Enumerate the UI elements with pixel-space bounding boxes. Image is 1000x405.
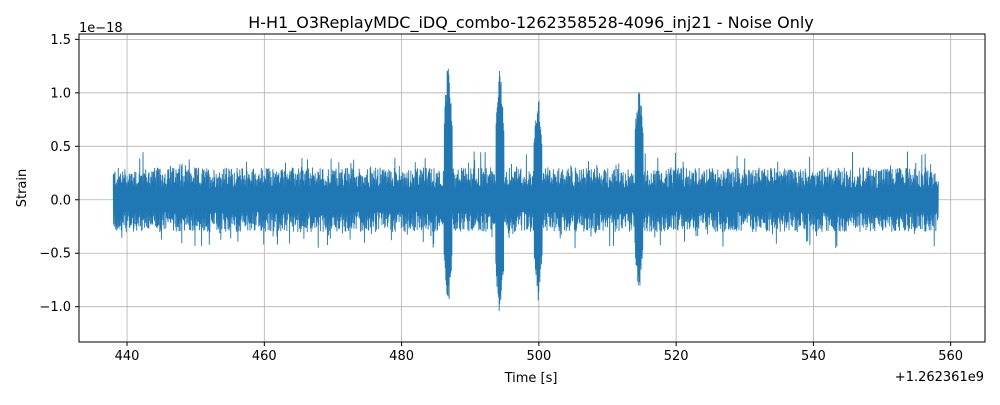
y-tick-label: 1.5 (50, 33, 71, 48)
y-scale-offset-label: 1e−18 (79, 21, 123, 36)
x-tick-label: 520 (664, 349, 689, 364)
y-axis-ticks: −1.0 −0.5 0.0 0.5 1.0 1.5 (39, 33, 79, 315)
strain-series-line (112, 68, 939, 311)
chart-title: H-H1_O3ReplayMDC_iDQ_combo-1262358528-40… (248, 13, 814, 33)
x-tick-label: 500 (526, 349, 551, 364)
plot-frame (78, 33, 986, 343)
x-axis-label: Time [s] (504, 371, 558, 386)
x-tick-label: 460 (252, 349, 277, 364)
grid-lines (79, 34, 985, 342)
y-tick-label: 0.5 (50, 140, 71, 155)
x-axis-ticks: 440 460 480 500 520 540 560 (115, 342, 963, 364)
x-offset-label: +1.262361e9 (895, 370, 984, 385)
y-tick-label: 0.0 (50, 193, 71, 208)
y-tick-label: 1.0 (50, 86, 71, 101)
x-tick-label: 540 (801, 349, 826, 364)
y-axis-label: Strain (15, 169, 30, 208)
x-tick-label: 480 (389, 349, 414, 364)
y-tick-label: −1.0 (39, 300, 71, 315)
x-tick-label: 560 (938, 349, 963, 364)
x-tick-label: 440 (115, 349, 140, 364)
y-tick-label: −0.5 (39, 247, 71, 262)
